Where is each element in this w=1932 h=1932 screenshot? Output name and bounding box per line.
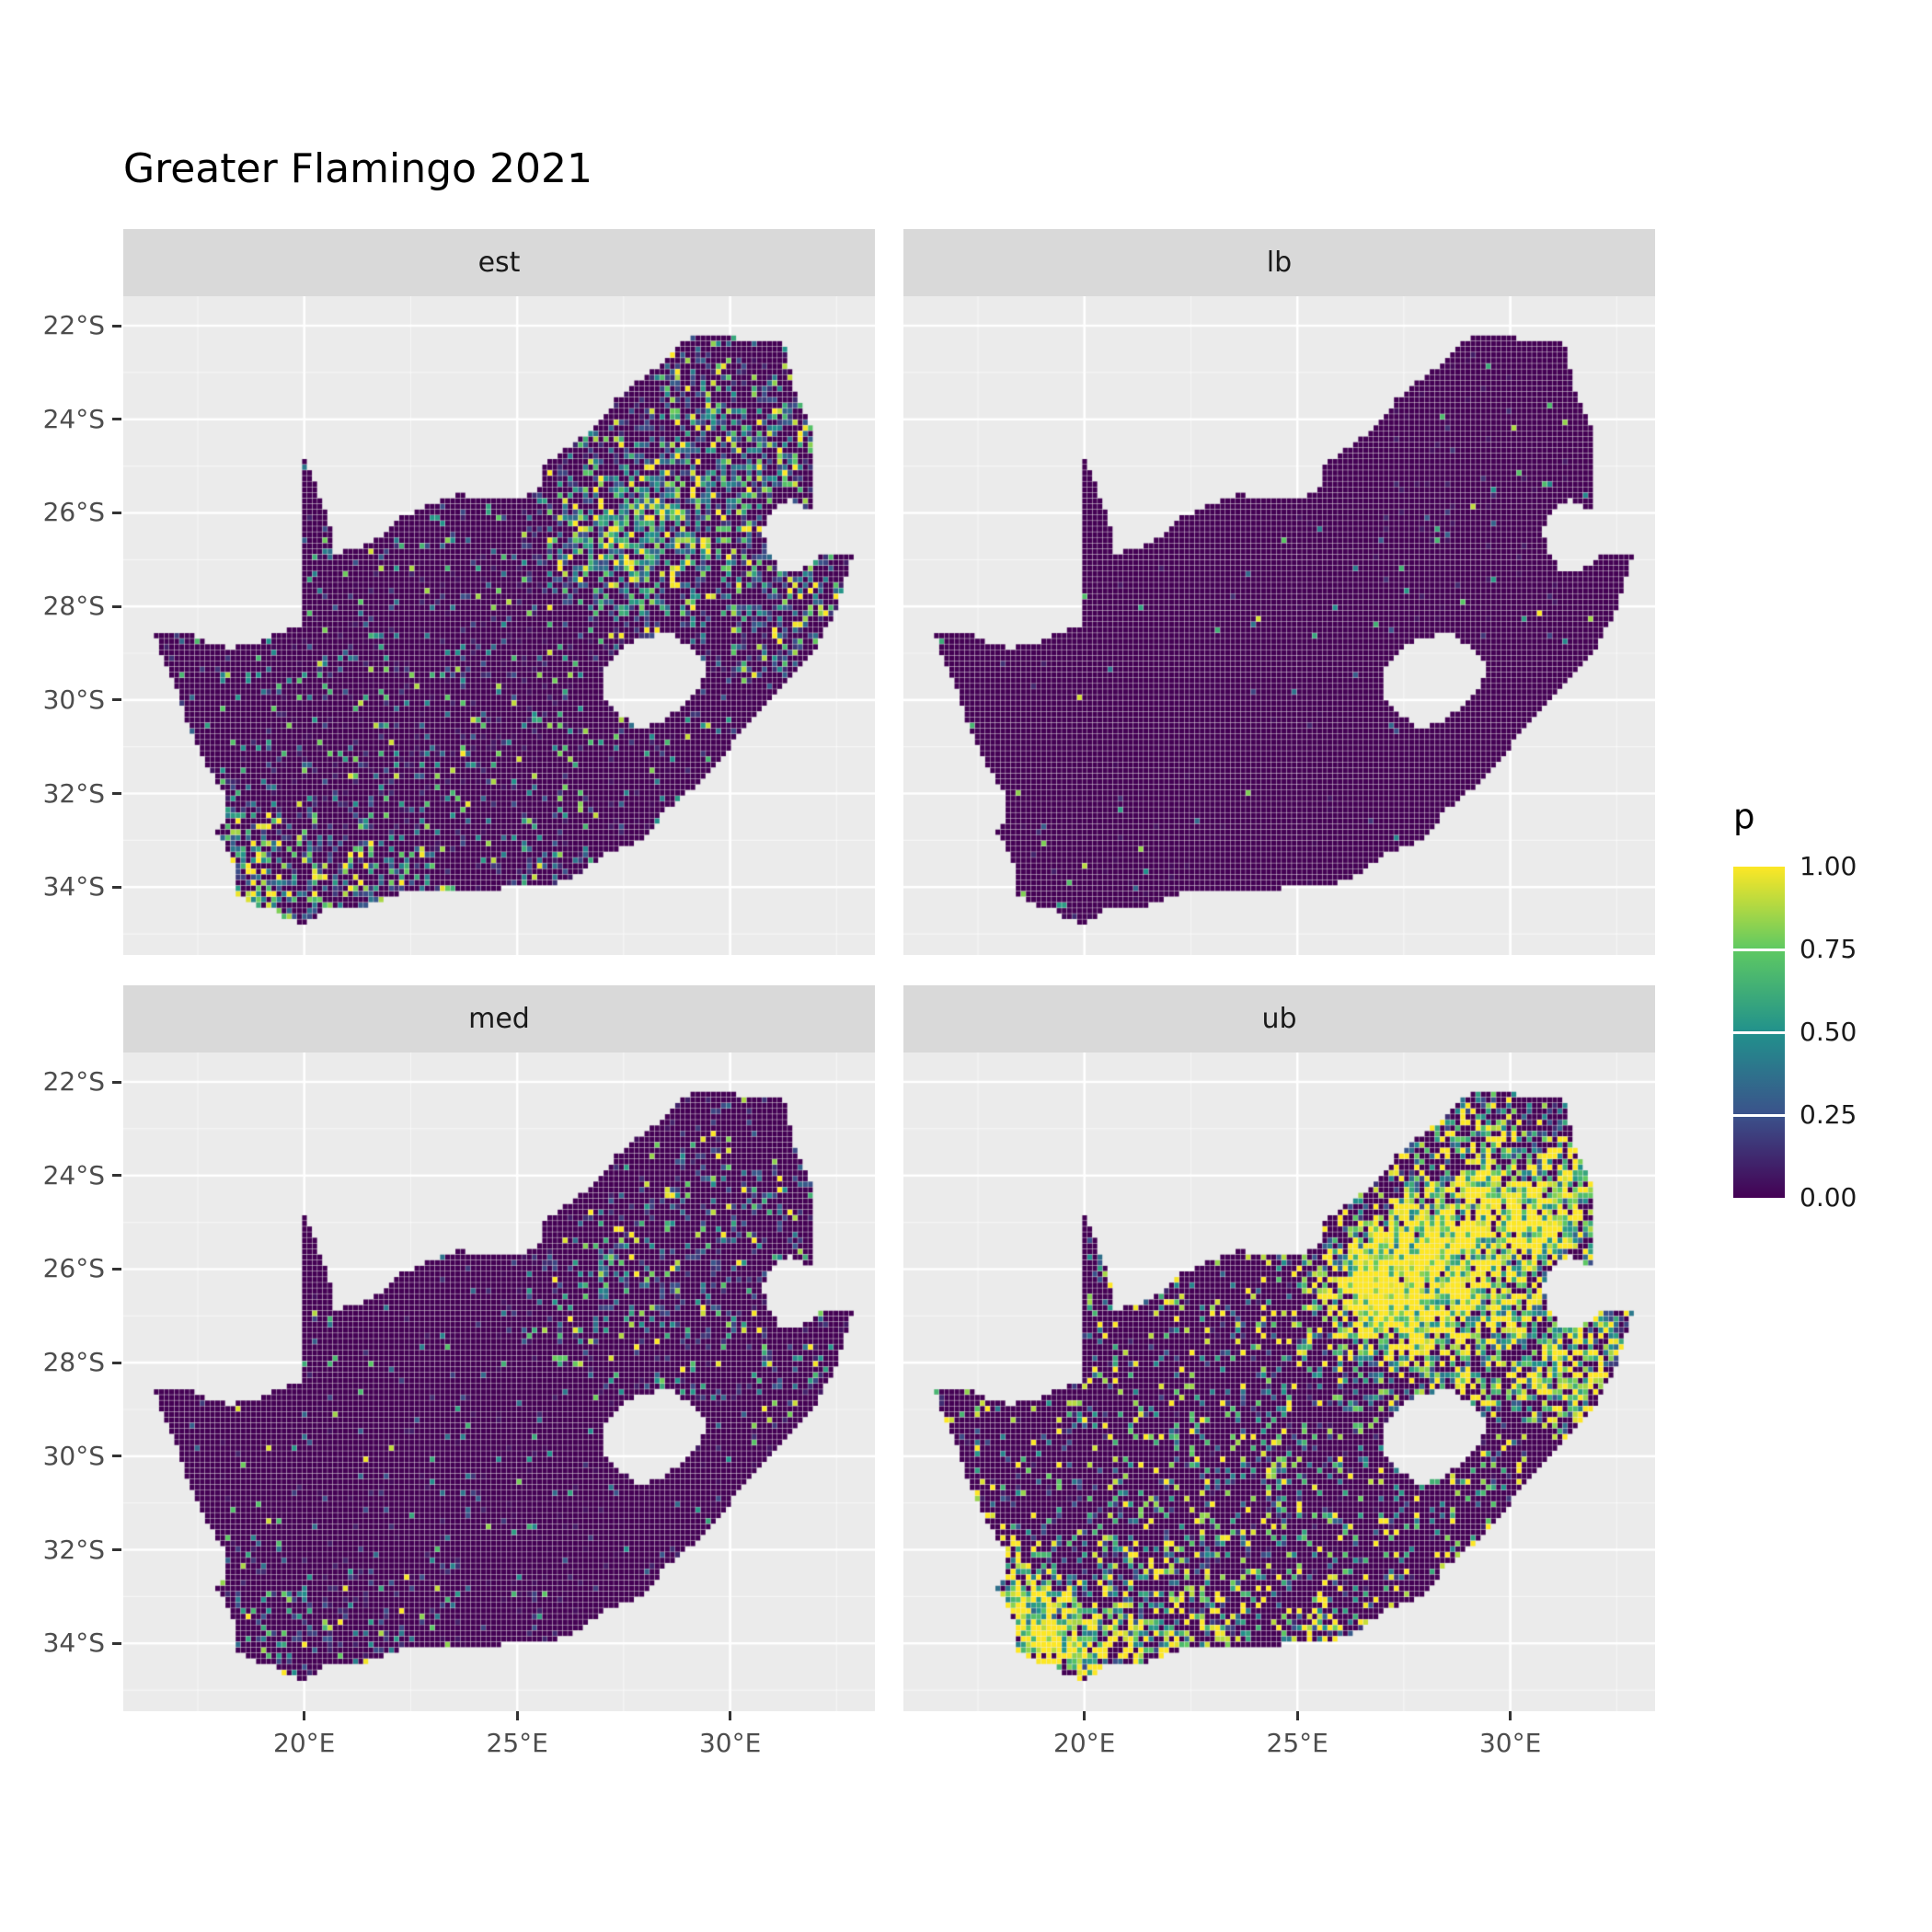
y-tick-mark xyxy=(112,1548,121,1552)
y-tick-label: 22°S xyxy=(42,310,105,341)
facet-strip-med: med xyxy=(123,985,875,1052)
legend-tick-label: 1.00 xyxy=(1800,851,1857,881)
facet-strip-ub: ub xyxy=(903,985,1655,1052)
facet-strip-label: est xyxy=(477,247,521,279)
legend-title: p xyxy=(1733,797,1755,836)
legend-tick-label: 0.25 xyxy=(1800,1099,1857,1130)
y-tick-mark xyxy=(112,885,121,889)
legend-tick-label: 0.75 xyxy=(1800,934,1857,964)
y-tick-mark xyxy=(112,792,121,796)
map-panel-ub xyxy=(903,1052,1655,1711)
x-tick-label: 25°E xyxy=(486,1728,548,1758)
facet-strip-lb: lb xyxy=(903,229,1655,296)
map-panel-med xyxy=(123,1052,875,1711)
y-tick-mark xyxy=(112,1455,121,1458)
legend-tick-label: 0.00 xyxy=(1800,1182,1857,1213)
facet-strip-label: lb xyxy=(1266,247,1293,279)
x-tick-mark xyxy=(1509,1711,1512,1720)
x-tick-mark xyxy=(1295,1711,1299,1720)
y-tick-label: 30°S xyxy=(42,1440,105,1471)
y-tick-label: 32°S xyxy=(42,1534,105,1565)
x-tick-mark xyxy=(515,1711,519,1720)
colorbar-tick xyxy=(1733,1113,1785,1117)
facet-strip-est: est xyxy=(123,229,875,296)
colorbar-tick xyxy=(1733,948,1785,951)
y-tick-mark xyxy=(112,1080,121,1084)
y-tick-mark xyxy=(112,1174,121,1178)
x-tick-mark xyxy=(729,1711,732,1720)
y-tick-label: 24°S xyxy=(42,1159,105,1190)
plot-title: Greater Flamingo 2021 xyxy=(123,145,592,192)
y-tick-label: 28°S xyxy=(42,591,105,622)
y-tick-label: 24°S xyxy=(42,403,105,434)
y-tick-mark xyxy=(112,698,121,702)
y-tick-mark xyxy=(112,418,121,421)
map-panel-lb xyxy=(903,296,1655,955)
y-tick-label: 26°S xyxy=(42,1253,105,1284)
y-tick-label: 34°S xyxy=(42,871,105,903)
y-tick-label: 34°S xyxy=(42,1627,105,1659)
x-tick-label: 20°E xyxy=(1053,1728,1116,1758)
x-tick-label: 30°E xyxy=(698,1728,762,1758)
x-tick-mark xyxy=(303,1711,306,1720)
x-tick-label: 25°E xyxy=(1266,1728,1328,1758)
y-tick-mark xyxy=(112,1641,121,1645)
y-tick-label: 32°S xyxy=(42,777,105,809)
y-tick-mark xyxy=(112,511,121,514)
y-tick-label: 30°S xyxy=(42,684,105,715)
y-tick-mark xyxy=(112,324,121,328)
y-tick-mark xyxy=(112,604,121,608)
x-tick-label: 30°E xyxy=(1478,1728,1542,1758)
y-tick-label: 22°S xyxy=(42,1066,105,1098)
y-tick-label: 28°S xyxy=(42,1347,105,1378)
x-tick-label: 20°E xyxy=(273,1728,336,1758)
legend-tick-label: 0.50 xyxy=(1800,1017,1857,1047)
x-tick-mark xyxy=(1083,1711,1087,1720)
y-tick-mark xyxy=(112,1361,121,1364)
y-tick-mark xyxy=(112,1267,121,1271)
map-panel-est xyxy=(123,296,875,955)
y-tick-label: 26°S xyxy=(42,497,105,528)
facet-strip-label: ub xyxy=(1261,1003,1297,1035)
facet-strip-label: med xyxy=(468,1003,530,1035)
colorbar-tick xyxy=(1733,1030,1785,1034)
